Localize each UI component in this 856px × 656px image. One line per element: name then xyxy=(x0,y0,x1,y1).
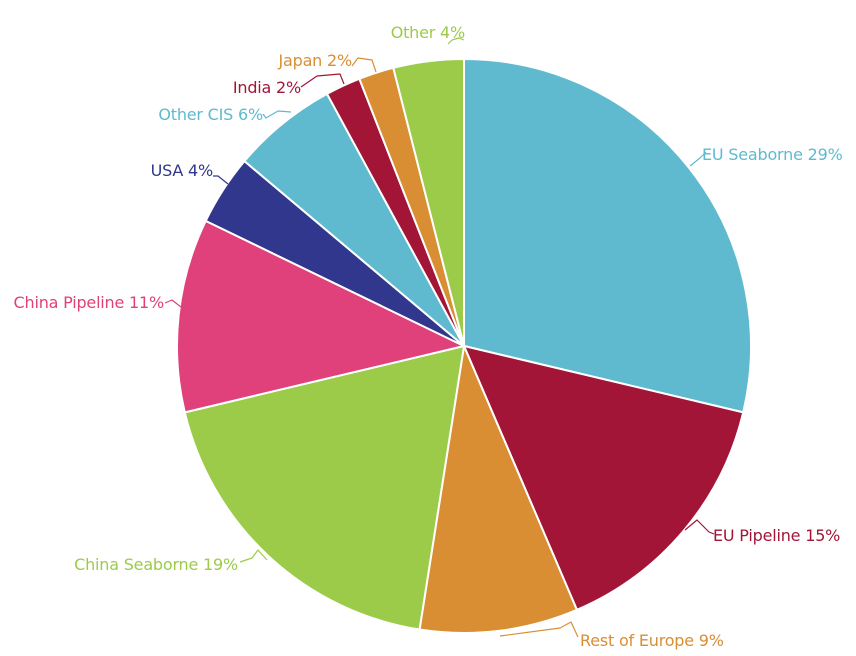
label-leader-lines xyxy=(164,37,715,638)
pie-slice-china-pipeline xyxy=(176,219,465,414)
leader-line-china-pipeline xyxy=(164,299,182,308)
leader-line-japan xyxy=(351,57,377,73)
slice-label-eu-pipeline: EU Pipeline 15% xyxy=(713,526,840,545)
pie-slice-rest-of-europe xyxy=(418,345,578,634)
leader-line-india xyxy=(300,73,345,88)
slice-label-other-cis: Other CIS 6% xyxy=(158,105,263,124)
leader-line-china-seaborne xyxy=(239,549,268,563)
leader-line-other xyxy=(447,37,465,45)
slice-label-usa: USA 4% xyxy=(151,161,213,180)
slice-label-other: Other 4% xyxy=(391,23,465,42)
pie-slice-china-seaborne xyxy=(183,345,465,631)
slice-labels: EU Seaborne 29% EU Pipeline 15% Rest of Eu… xyxy=(14,23,843,650)
pie-slices xyxy=(176,58,752,634)
slice-label-eu-seaborne: EU Seaborne 29% xyxy=(702,145,843,164)
slice-label-china-pipeline: China Pipeline 11% xyxy=(14,293,164,312)
leader-line-other-cis xyxy=(262,110,292,119)
slice-label-japan: Japan 2% xyxy=(278,51,353,70)
pie-slice-eu-seaborne xyxy=(463,58,752,414)
slice-label-rest-of-europe: Rest of Europe 9% xyxy=(580,631,724,650)
slice-label-china-seaborne: China Seaborne 19% xyxy=(74,555,238,574)
pie-slice-eu-pipeline xyxy=(463,345,745,611)
slice-label-india: India 2% xyxy=(233,78,301,97)
leader-line-usa xyxy=(213,175,229,185)
leader-line-eu-pipeline xyxy=(684,519,715,535)
pie-slice-other xyxy=(392,58,465,347)
leader-line-rest-of-europe xyxy=(499,621,579,638)
leader-line-eu-seaborne xyxy=(689,151,707,167)
